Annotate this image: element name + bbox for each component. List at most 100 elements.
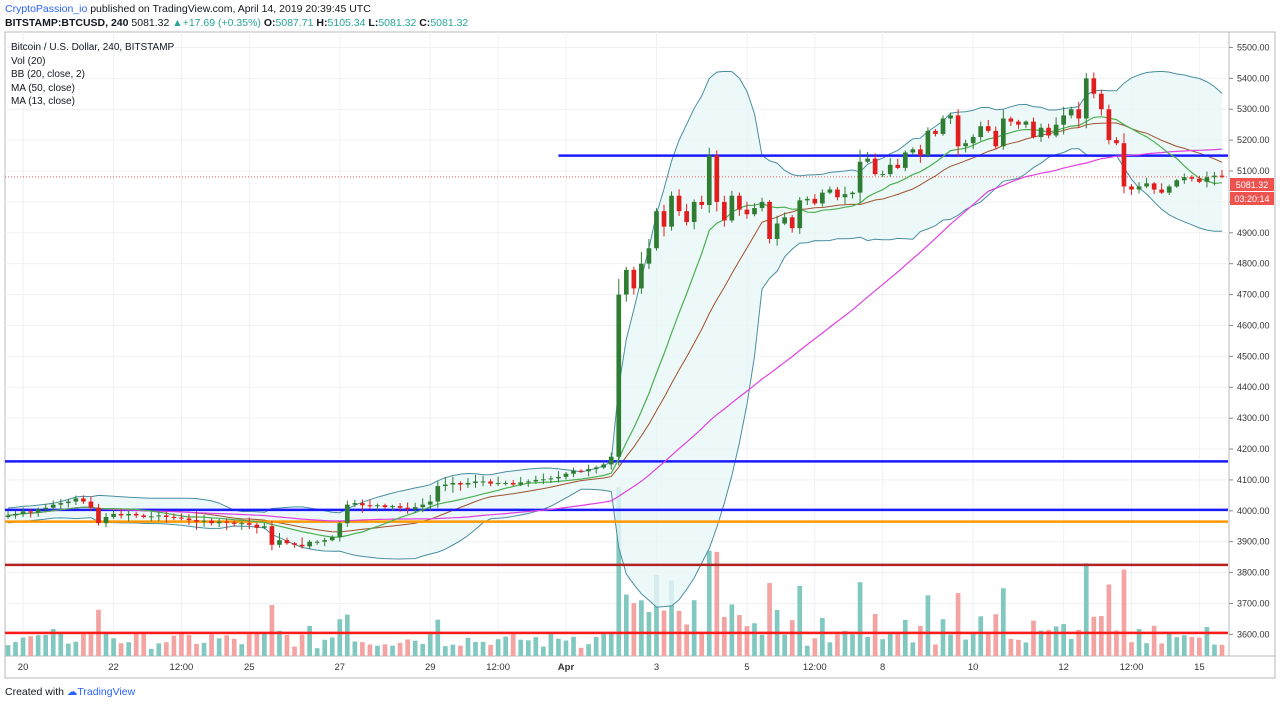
legend-volume[interactable]: Vol (20) <box>11 55 46 67</box>
bollinger-bands <box>7 70 1223 608</box>
price-badge: 5081.32 03:20:14 <box>1230 178 1274 205</box>
volume-bar <box>737 615 742 656</box>
tradingview-link[interactable]: TradingView <box>77 686 136 698</box>
candle-body <box>910 149 916 153</box>
author-link[interactable]: CryptoPassion_io <box>5 3 88 15</box>
candle-body <box>405 507 410 510</box>
price-tick-label: 4600.00 <box>1237 320 1270 330</box>
candle-body <box>299 544 305 547</box>
candle-body <box>179 517 184 519</box>
candle-body <box>752 208 757 215</box>
volume-bar <box>872 613 878 656</box>
candle-body <box>1099 93 1104 110</box>
candle-body <box>488 481 493 484</box>
volume-bar <box>133 632 139 656</box>
candle-body <box>284 540 290 544</box>
bb-upper <box>7 70 1223 514</box>
symbol-name: BITSTAMP:BTCUSD, 240 <box>5 17 129 29</box>
candle-body <box>1212 175 1217 178</box>
candle-body <box>118 513 124 516</box>
candle-body <box>141 515 147 517</box>
candle-body <box>1121 143 1127 187</box>
volume-bar <box>1091 616 1097 656</box>
candle-body <box>43 507 49 510</box>
countdown-badge: 03:20:14 <box>1234 194 1269 204</box>
volume-bar <box>1151 625 1157 656</box>
price-change: +17.69 (+0.35%) <box>182 17 261 29</box>
candle-body <box>1038 127 1044 138</box>
price-tick-label: 3600.00 <box>1237 629 1270 639</box>
volume-bar <box>744 626 750 656</box>
candle-body <box>73 498 79 502</box>
volume-bar <box>88 634 94 656</box>
volume-bar <box>179 632 184 656</box>
candle-body <box>209 520 214 524</box>
legend-bollinger[interactable]: BB (20, close, 2) <box>11 69 85 80</box>
legend-ma50[interactable]: MA (50, close) <box>11 82 75 94</box>
candle-body <box>427 501 433 505</box>
volume-bar <box>1174 637 1180 656</box>
volume-bar <box>35 635 41 656</box>
price-tick-label: 5100.00 <box>1237 166 1270 176</box>
candle-body <box>1219 175 1225 177</box>
candle-body <box>918 149 923 156</box>
price-tick-label: 4500.00 <box>1237 351 1270 361</box>
candle-body <box>1204 177 1210 182</box>
candle-body <box>164 515 169 517</box>
candle-body <box>277 540 282 545</box>
candle-body <box>985 126 991 131</box>
candle-body <box>887 164 893 175</box>
volume-bar <box>767 583 772 656</box>
volume-bar <box>216 638 222 656</box>
change-up-icon: ▲ <box>172 17 183 29</box>
price-tick-label: 4000.00 <box>1237 506 1270 516</box>
candle-body <box>691 201 697 222</box>
volume-bar <box>782 634 787 656</box>
candle-body <box>20 511 26 514</box>
candle-body <box>948 115 953 119</box>
volume-bar <box>654 574 659 656</box>
volume-bar <box>269 605 275 656</box>
volume-bar <box>970 632 976 656</box>
candle-body <box>706 155 712 205</box>
candle-body <box>1136 186 1142 190</box>
candle-body <box>774 223 780 239</box>
candle-body <box>714 155 720 202</box>
candle-body <box>616 294 622 457</box>
candle-body <box>850 192 855 195</box>
volume-bar <box>548 633 554 656</box>
volume-bar <box>842 630 848 656</box>
candle-body <box>646 248 652 264</box>
candle-body <box>126 513 131 516</box>
legend-ma13[interactable]: MA (13, close) <box>11 96 75 107</box>
volume-bar <box>329 637 335 656</box>
candle-body <box>744 209 750 215</box>
time-axis <box>4 655 1276 679</box>
candle-body <box>103 516 109 524</box>
low-value: 5081.32 <box>378 17 417 29</box>
volume-bar <box>473 642 478 656</box>
publish-header: CryptoPassion_io published on TradingVie… <box>5 2 371 16</box>
candle-body <box>13 513 18 516</box>
volume-bar <box>1008 638 1014 656</box>
time-tick-label: 12:00 <box>1120 662 1144 673</box>
candle-body <box>1061 115 1066 125</box>
volume-bar <box>458 645 463 656</box>
candle-body <box>450 483 456 485</box>
candle-body <box>382 505 388 508</box>
volume-bar <box>985 632 991 656</box>
candle-body <box>669 195 674 227</box>
candle-body <box>5 515 11 517</box>
volume-bar <box>684 624 689 656</box>
candle-body <box>1181 177 1187 181</box>
candles <box>5 72 1225 551</box>
volume-bar <box>495 639 501 656</box>
open-value: 5087.71 <box>275 17 314 29</box>
volume-bar <box>262 633 267 656</box>
volume-bar <box>201 642 207 656</box>
candle-body <box>1174 180 1180 187</box>
volume-bar <box>186 635 192 656</box>
time-tick-label: 29 <box>425 662 436 673</box>
volume-bar <box>925 595 931 656</box>
